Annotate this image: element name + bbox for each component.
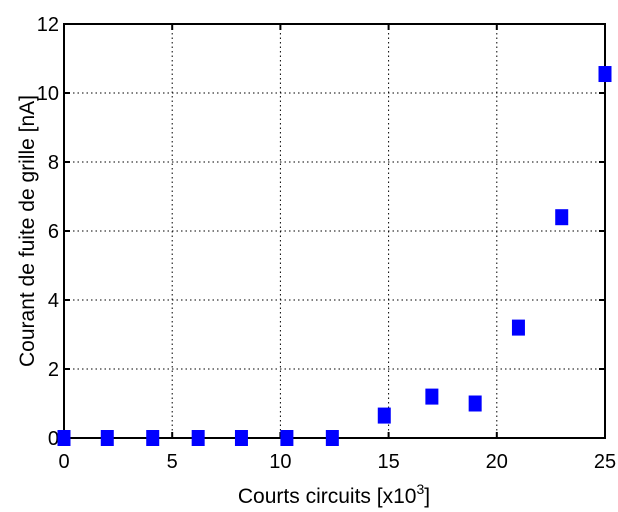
- data-point: [191, 430, 205, 446]
- x-tick-label: 15: [377, 451, 399, 473]
- x-axis-label-superscript: 3: [416, 481, 424, 497]
- data-point: [234, 430, 248, 446]
- data-point: [555, 209, 569, 226]
- x-axis-label-main: Courts circuits [x10: [238, 485, 417, 508]
- data-point: [425, 388, 439, 405]
- data-point: [100, 430, 114, 446]
- data-point: [377, 407, 391, 424]
- y-tick-label: 2: [48, 359, 59, 381]
- data-point: [511, 319, 525, 336]
- x-axis-label-end: ]: [424, 485, 430, 508]
- data-point: [325, 430, 339, 446]
- x-tick-label: 5: [167, 451, 178, 473]
- y-tick-label: 12: [37, 14, 59, 36]
- data-points: [57, 66, 612, 446]
- y-axis-label: Courant de fuite de grille [nA]: [16, 95, 39, 367]
- data-point: [468, 395, 482, 412]
- data-point: [57, 430, 71, 446]
- x-tick-label: 20: [486, 451, 508, 473]
- x-axis-label: Courts circuits [x103]: [238, 481, 430, 508]
- y-tick-label: 6: [48, 221, 59, 243]
- data-point: [280, 430, 294, 446]
- data-point: [146, 430, 160, 446]
- x-tick-label: 10: [269, 451, 291, 473]
- axis-ticks: 0 5 10 15 20 25 0 2 4 6 8 10 12: [37, 14, 616, 473]
- y-tick-label: 8: [48, 152, 59, 174]
- x-tick-label: 25: [594, 451, 616, 473]
- data-point: [598, 66, 612, 83]
- x-tick-label: 0: [58, 451, 69, 473]
- y-tick-label: 4: [48, 290, 59, 312]
- grid-lines: [64, 24, 605, 438]
- y-tick-label: 0: [48, 428, 59, 450]
- y-tick-label: 10: [37, 83, 59, 105]
